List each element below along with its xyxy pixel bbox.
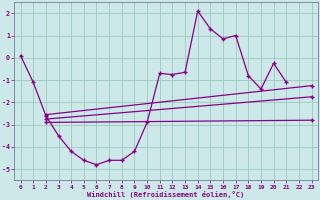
X-axis label: Windchill (Refroidissement éolien,°C): Windchill (Refroidissement éolien,°C) bbox=[87, 191, 245, 198]
